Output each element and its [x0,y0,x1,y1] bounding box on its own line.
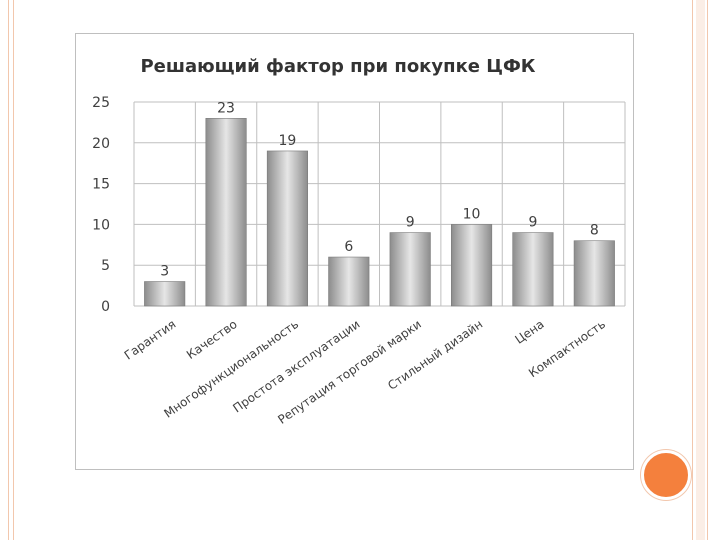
bar [205,118,247,307]
bar [573,240,615,307]
y-tick-label: 10 [92,217,110,233]
slide-side-band [696,0,705,540]
data-label: 10 [463,206,481,222]
data-label: 8 [590,223,599,239]
bar [266,150,308,307]
bar-chart: Решающий фактор при покупке ЦФК 0 5 10 15 20… [92,56,626,427]
slide-border-left-outer [8,0,9,540]
bar [389,232,431,307]
chart-title: Решающий фактор при покупке ЦФК [140,56,535,77]
data-label: 3 [160,264,169,280]
bar [451,224,493,307]
bar [512,232,554,307]
slide-border-left-inner [13,0,14,540]
chart-area: Решающий фактор при покупке ЦФК 0 5 10 15 20… [75,33,634,470]
data-label: 6 [344,239,353,255]
slide-border-right-outer [707,0,708,540]
data-label: 9 [528,215,537,231]
bar [144,281,186,307]
x-tick-label: Цена [512,317,546,347]
y-tick-label: 5 [101,258,110,274]
y-tick-label: 25 [92,95,110,111]
y-tick-label: 20 [92,136,110,152]
y-tick-label: 15 [92,177,110,193]
bars [144,118,615,307]
decorative-orange-circle [641,450,691,500]
y-tick-label: 0 [101,299,110,315]
x-tick-label: Качество [184,317,240,362]
y-axis-tick-labels: 0 5 10 15 20 25 [92,95,110,315]
slide-border-right-inner [692,0,693,540]
x-axis-category-labels: Гарантия КачествоМногофункциональностьПро… [122,317,608,427]
x-tick-label: Гарантия [122,317,179,363]
data-labels: 3 23 19 6 9 10 9 8 [160,100,599,279]
data-label: 19 [279,133,297,149]
data-label: 23 [217,100,235,116]
bar [328,256,370,307]
data-label: 9 [406,215,415,231]
